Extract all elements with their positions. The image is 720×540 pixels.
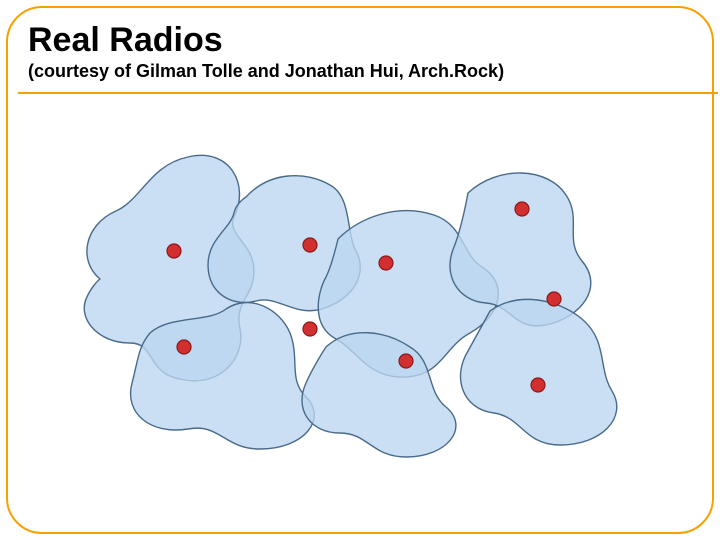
- radio-node: [167, 244, 181, 258]
- radio-node: [303, 238, 317, 252]
- header-rule: [18, 92, 718, 94]
- radio-node: [531, 378, 545, 392]
- radio-node: [399, 354, 413, 368]
- diagram-svg: [38, 133, 638, 483]
- radio-node: [303, 322, 317, 336]
- radio-node: [547, 292, 561, 306]
- subtitle: (courtesy of Gilman Tolle and Jonathan H…: [28, 61, 708, 82]
- title: Real Radios: [28, 22, 708, 59]
- radio-node: [177, 340, 191, 354]
- radio-node: [515, 202, 529, 216]
- header: Real Radios (courtesy of Gilman Tolle an…: [28, 22, 708, 86]
- radio-coverage-diagram: [38, 133, 638, 483]
- slide-frame: Real Radios (courtesy of Gilman Tolle an…: [6, 6, 714, 534]
- radio-node: [379, 256, 393, 270]
- coverage-blob: [460, 299, 616, 445]
